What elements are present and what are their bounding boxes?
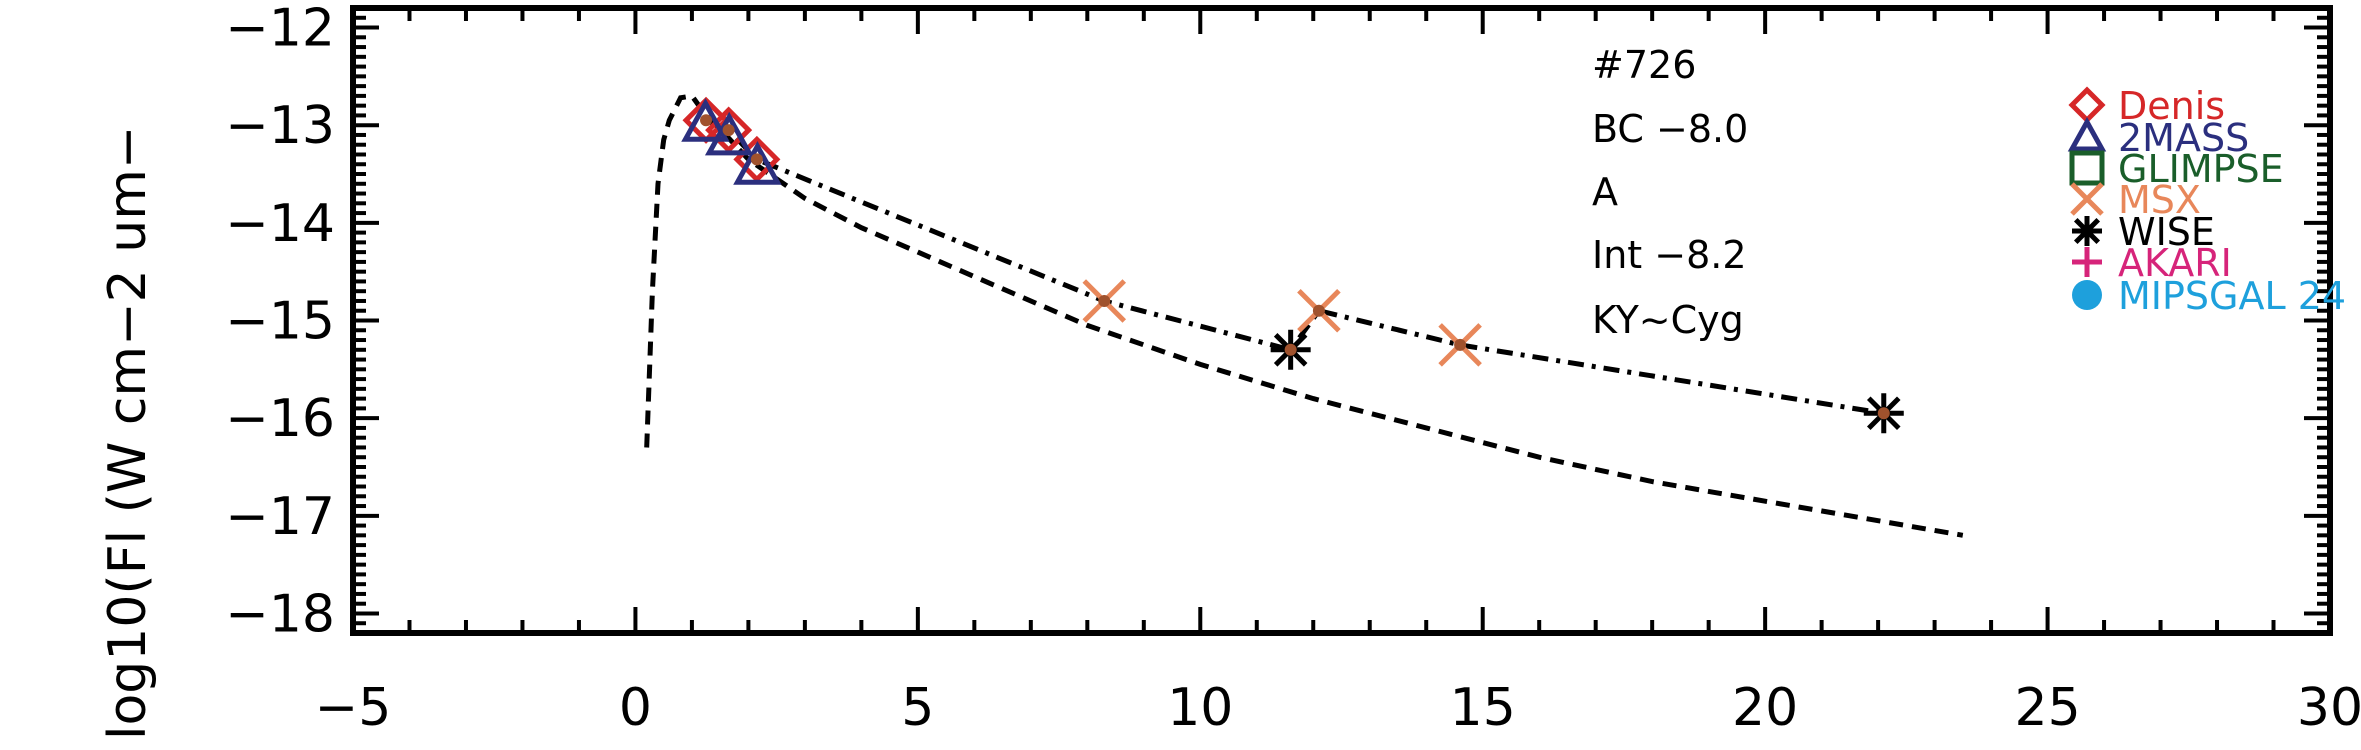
legend-marker-mipsgal-24 xyxy=(2072,280,2102,310)
data-point-flux xyxy=(1312,304,1325,317)
x-tick-label: 5 xyxy=(901,678,934,738)
annotation-text: #726 xyxy=(1592,43,1696,87)
legend-label: WISE xyxy=(2118,210,2215,254)
x-tick-label: 25 xyxy=(2014,678,2080,738)
x-tick-label: 20 xyxy=(1732,678,1798,738)
x-tick-label: 0 xyxy=(619,678,652,738)
annotation-text: BC −8.0 xyxy=(1592,107,1748,151)
legend-marker-denis xyxy=(2068,86,2106,124)
y-tick-label: −17 xyxy=(225,487,335,547)
data-point-flux xyxy=(1284,343,1297,356)
legend-marker-msx xyxy=(2070,182,2104,216)
data-point-flux xyxy=(700,114,713,127)
model-curve-dashed xyxy=(644,93,1964,538)
data-point-flux xyxy=(1098,294,1111,307)
data-point-flux xyxy=(1454,338,1467,351)
legend-marker-akari xyxy=(2072,247,2102,277)
y-tick-label: −15 xyxy=(225,292,335,352)
x-tick-label: 30 xyxy=(2297,678,2361,738)
data-points xyxy=(681,96,1904,434)
data-point-flux xyxy=(722,124,735,137)
y-tick-label: −12 xyxy=(225,0,335,59)
annotation-text: Int −8.2 xyxy=(1592,233,1747,277)
y-tick-label: −18 xyxy=(225,584,335,644)
legend-label: Denis xyxy=(2118,84,2225,128)
legend-label: MSX xyxy=(2118,178,2201,222)
annotations: #726 BC −8.0 A Int −8.2 KY~Cyg xyxy=(1592,43,1748,342)
x-tick-label: 10 xyxy=(1167,678,1233,738)
annotation-text: KY~Cyg xyxy=(1592,298,1744,342)
legend-label: MIPSGAL 24 xyxy=(2118,274,2346,318)
legend-label: GLIMPSE xyxy=(2118,147,2284,191)
x-tick-label: 15 xyxy=(1450,678,1516,738)
data-point-2mass xyxy=(733,141,782,185)
y-tick-label: −16 xyxy=(225,389,335,449)
y-tick-label: −13 xyxy=(225,96,335,156)
data-point-2mass xyxy=(681,98,730,142)
data-point-flux xyxy=(750,153,763,166)
x-tick-label: −5 xyxy=(315,678,392,738)
y-tick-label: −14 xyxy=(225,194,335,254)
data-point-flux xyxy=(1877,407,1890,420)
y-axis-label: log10(Fl (W cm−2 um− xyxy=(98,126,158,740)
model-curves xyxy=(644,93,1964,538)
legend-label: 2MASS xyxy=(2118,116,2249,160)
legend-marker-wise xyxy=(2072,216,2102,246)
legend-label: AKARI xyxy=(2118,241,2232,285)
legend-marker-2mass xyxy=(2067,116,2107,152)
annotation-text: A xyxy=(1592,170,1618,214)
axes: −5 0 5 10 15 20 25 30 −12 −13 −14 −15 −16 −17 −18 xyxy=(225,0,2361,738)
legend-marker-glimpse xyxy=(2069,150,2105,186)
data-point-2mass xyxy=(704,111,754,156)
model-curve-dashdot xyxy=(705,118,1885,416)
